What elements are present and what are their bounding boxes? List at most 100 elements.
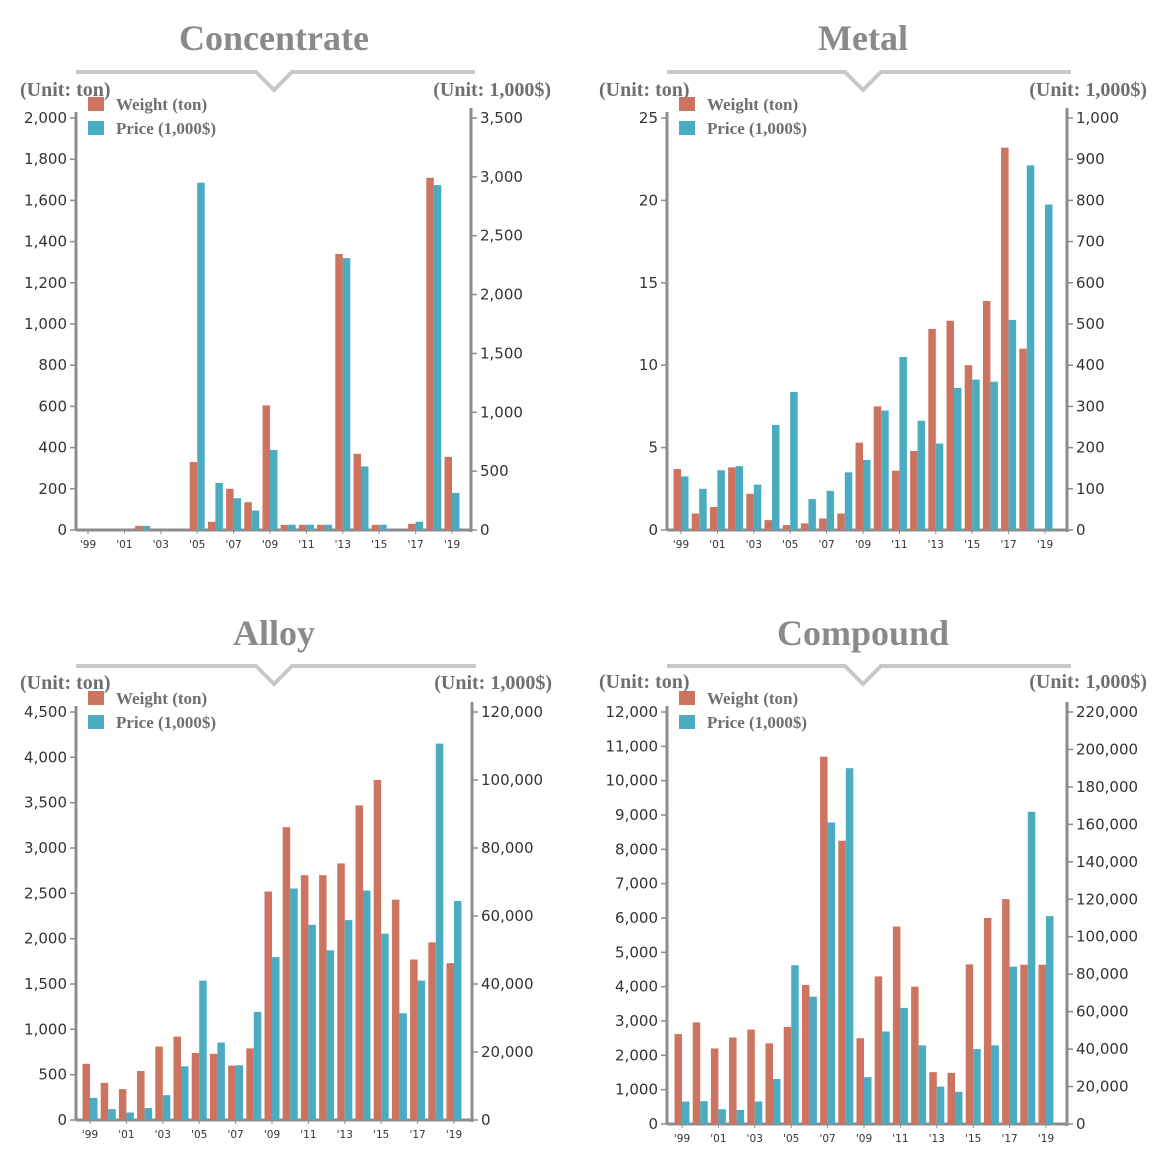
bar-price xyxy=(344,920,353,1120)
bar-price xyxy=(773,1079,781,1124)
right-tick-label: 1,000 xyxy=(480,403,523,421)
bar-price xyxy=(699,488,707,530)
left-tick-label: 3,000 xyxy=(615,1012,658,1030)
bar-weight xyxy=(410,959,418,1120)
bar-weight xyxy=(100,1082,109,1120)
legend-swatch-weight xyxy=(679,691,695,705)
right-tick-label: 0 xyxy=(480,521,490,539)
left-tick-label: 500 xyxy=(38,1066,67,1084)
left-tick-label: 2,000 xyxy=(24,930,67,948)
left-tick-label: 0 xyxy=(648,521,658,539)
legend-swatch-price xyxy=(88,715,104,729)
bar-price xyxy=(162,1095,171,1120)
bar-weight xyxy=(674,1034,682,1124)
bar-price xyxy=(452,492,460,530)
bar-weight xyxy=(800,523,809,530)
bar-price xyxy=(790,391,798,530)
x-tick-label: '01 xyxy=(710,1133,726,1145)
bar-price xyxy=(791,965,799,1124)
chart-panel-compound: Compound (Unit: ton) (Unit: 1,000$) 0 1,000 2… xyxy=(579,594,1158,1172)
bar-weight xyxy=(838,840,846,1124)
bar-weight xyxy=(262,405,270,530)
left-tick-label: 0 xyxy=(648,1115,658,1133)
bar-weight xyxy=(783,1026,792,1124)
right-tick-label: 100,000 xyxy=(1076,928,1138,946)
right-tick-label: 160,000 xyxy=(1076,815,1138,833)
x-tick-label: '01 xyxy=(118,1129,134,1141)
bar-price xyxy=(417,980,426,1120)
right-tick-label: 600 xyxy=(1076,274,1105,292)
x-tick-label: '13 xyxy=(337,1129,353,1141)
bar-weight xyxy=(428,942,436,1120)
bar-weight xyxy=(300,875,309,1120)
legend-swatch-weight xyxy=(88,97,104,111)
right-tick-label: 300 xyxy=(1076,397,1105,415)
x-tick-label: '15 xyxy=(371,539,387,551)
left-tick-label: 10 xyxy=(639,356,658,374)
x-tick-label: '03 xyxy=(747,1133,763,1145)
bar-weight xyxy=(765,1043,773,1124)
legend-label-weight: Weight (ton) xyxy=(707,689,798,708)
left-tick-label: 20 xyxy=(639,191,658,209)
bar-weight xyxy=(929,1072,937,1124)
bar-weight xyxy=(928,328,936,530)
bar-price xyxy=(399,1013,407,1120)
bar-price xyxy=(215,482,223,530)
bar-weight xyxy=(319,875,327,1120)
right-unit-label: (Unit: 1,000$) xyxy=(1029,671,1147,693)
chart-svg: Concentrate (Unit: ton) (Unit: 1,000$) 0 200… xyxy=(20,18,551,551)
legend-label-price: Price (1,000$) xyxy=(707,713,807,732)
bar-weight xyxy=(353,453,361,530)
right-tick-label: 0 xyxy=(1076,1115,1086,1133)
bar-price xyxy=(1026,165,1035,530)
bar-price xyxy=(235,1065,244,1120)
bar-weight xyxy=(856,1038,864,1124)
bar-weight xyxy=(892,926,901,1124)
bar-weight xyxy=(335,253,343,530)
bar-weight xyxy=(1002,899,1010,1124)
bar-price xyxy=(142,525,151,530)
title-bracket xyxy=(76,70,475,93)
x-tick-label: '17 xyxy=(1001,1133,1017,1145)
right-tick-label: 20,000 xyxy=(1076,1078,1129,1096)
bar-price xyxy=(864,1077,872,1124)
bar-weight xyxy=(246,1048,254,1120)
right-tick-label: 220,000 xyxy=(1076,703,1138,721)
x-tick-label: '05 xyxy=(191,1129,207,1141)
chart-title: Metal xyxy=(818,18,908,58)
bar-price xyxy=(882,1031,890,1124)
bar-price xyxy=(433,185,442,530)
x-tick-label: '09 xyxy=(264,1129,280,1141)
bar-weight xyxy=(337,863,345,1120)
title-bracket xyxy=(667,664,1071,687)
left-tick-label: 2,500 xyxy=(24,884,67,902)
right-tick-label: 2,000 xyxy=(480,286,523,304)
left-tick-label: 5,000 xyxy=(615,943,658,961)
bar-weight xyxy=(446,963,454,1120)
x-tick-label: '01 xyxy=(709,539,725,551)
bar-price xyxy=(197,182,205,530)
right-tick-label: 100,000 xyxy=(481,771,543,789)
bar-price xyxy=(415,521,424,530)
bar-price xyxy=(844,472,853,530)
legend-label-price: Price (1,000$) xyxy=(116,119,216,138)
bar-weight xyxy=(355,805,363,1120)
x-tick-label: '05 xyxy=(783,1133,799,1145)
left-tick-label: 0 xyxy=(57,521,67,539)
bar-weight xyxy=(819,518,827,530)
left-tick-label: 9,000 xyxy=(615,806,658,824)
x-tick-label: '09 xyxy=(855,539,871,551)
left-tick-label: 1,000 xyxy=(24,1020,67,1038)
bar-weight xyxy=(837,513,845,530)
left-tick-label: 12,000 xyxy=(606,703,659,721)
bar-weight xyxy=(82,1063,90,1120)
bar-weight xyxy=(982,300,991,530)
left-tick-label: 1,400 xyxy=(24,233,67,251)
right-tick-label: 1,500 xyxy=(480,344,523,362)
left-tick-label: 3,500 xyxy=(24,794,67,812)
right-tick-label: 2,500 xyxy=(480,227,523,245)
x-tick-label: '11 xyxy=(891,539,907,551)
right-tick-label: 800 xyxy=(1076,191,1105,209)
x-tick-label: '11 xyxy=(892,1133,908,1145)
